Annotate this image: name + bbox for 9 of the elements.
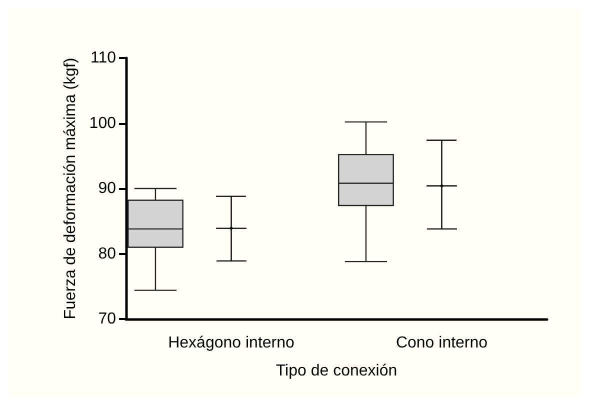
x-tick-label: Cono interno — [396, 334, 488, 352]
y-tick-label: 100 — [89, 114, 116, 132]
y-tick-label: 70 — [98, 310, 116, 328]
y-axis-title: Fuerza de deformación máxima (kgf) — [62, 58, 79, 320]
x-tick-label: Hexágono interno — [168, 334, 295, 352]
y-tick-label: 90 — [98, 180, 116, 197]
y-tick-label: 80 — [98, 245, 116, 262]
y-tick-label: 110 — [90, 50, 116, 66]
x-axis-title: Tipo de conexión — [276, 362, 398, 380]
